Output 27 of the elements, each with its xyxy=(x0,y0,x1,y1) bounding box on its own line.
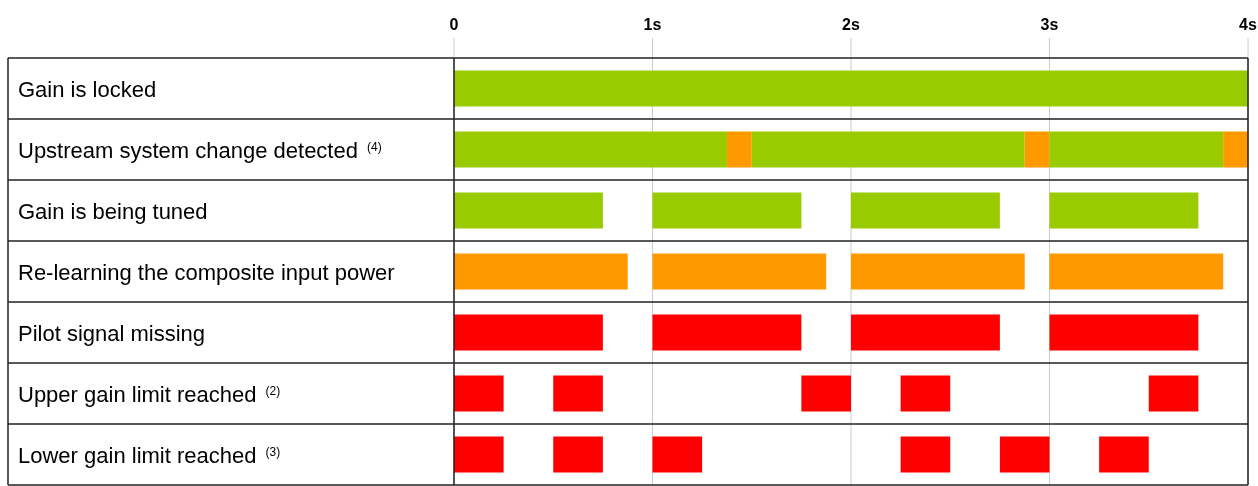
bar xyxy=(851,314,1000,351)
y-tick-label: Upstream system change detected $^{(4)}$ xyxy=(18,137,382,163)
bar xyxy=(652,436,703,473)
bar xyxy=(1223,131,1248,168)
y-tick-label: Re-learning the composite input power xyxy=(18,259,395,285)
y-tick-label: Gain is being tuned xyxy=(18,198,208,224)
bar xyxy=(454,192,603,229)
bar xyxy=(454,70,1248,107)
y-tick-label: Upper gain limit reached $^{(2)}$ xyxy=(18,381,281,407)
bar xyxy=(553,436,603,473)
bar xyxy=(454,131,727,168)
x-tick-label: 0 xyxy=(449,16,459,33)
x-tick-label: 2s xyxy=(842,16,860,33)
y-tick-label: Pilot signal missing xyxy=(18,320,206,346)
bar xyxy=(999,436,1050,473)
x-tick-label: 1s xyxy=(643,16,662,33)
y-tick-label: Lower gain limit reached $^{(3)}$ xyxy=(18,442,281,468)
x-tick-label: 4s xyxy=(1239,16,1257,33)
bar xyxy=(900,436,951,473)
bar xyxy=(553,375,603,412)
bar xyxy=(1049,314,1199,351)
bar xyxy=(900,375,951,412)
bar xyxy=(652,314,802,351)
y-tick-label: Gain is locked xyxy=(18,76,157,102)
x-tick-label: 3s xyxy=(1040,16,1059,33)
bar xyxy=(1148,375,1199,412)
bar xyxy=(801,375,851,412)
